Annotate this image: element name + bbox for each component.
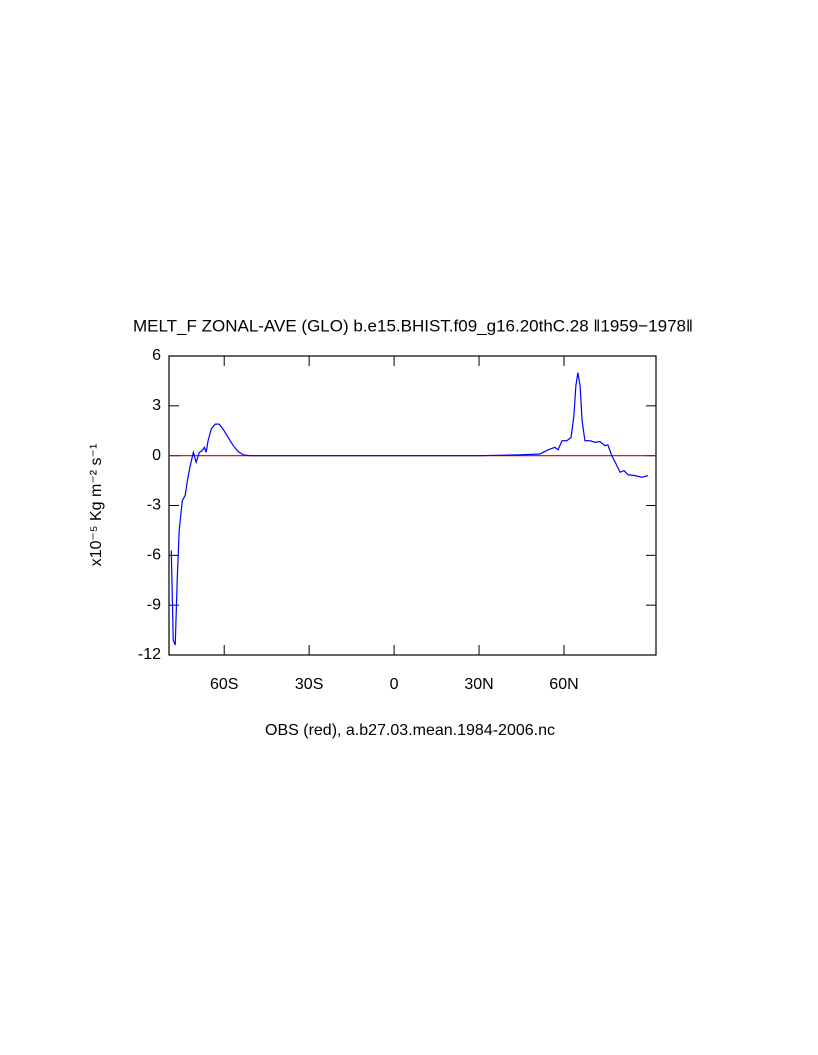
x-tick-label: 60S	[210, 676, 238, 693]
y-tick-label: -9	[147, 596, 161, 613]
y-tick-label: 6	[152, 347, 161, 364]
x-tick-label: 0	[390, 676, 399, 693]
series-line	[170, 372, 649, 646]
chart-title: MELT_F ZONAL-AVE (GLO) b.e15.BHIST.f09_g…	[133, 316, 693, 335]
y-tick-label: -3	[147, 497, 161, 514]
y-tick-label: -6	[147, 547, 161, 564]
x-tick-label: 30N	[464, 676, 493, 693]
y-tick-label: 0	[152, 447, 161, 464]
y-tick-label: -12	[138, 646, 161, 663]
x-tick-label: 60N	[549, 676, 578, 693]
y-tick-label: 3	[152, 397, 161, 414]
plot-frame	[168, 355, 657, 656]
x-tick-label: 30S	[295, 676, 323, 693]
y-axis-label: x10⁻⁵ Kg m⁻² s⁻¹	[88, 444, 105, 567]
x-axis-label: OBS (red), a.b27.03.mean.1984-2006.nc	[265, 722, 555, 739]
